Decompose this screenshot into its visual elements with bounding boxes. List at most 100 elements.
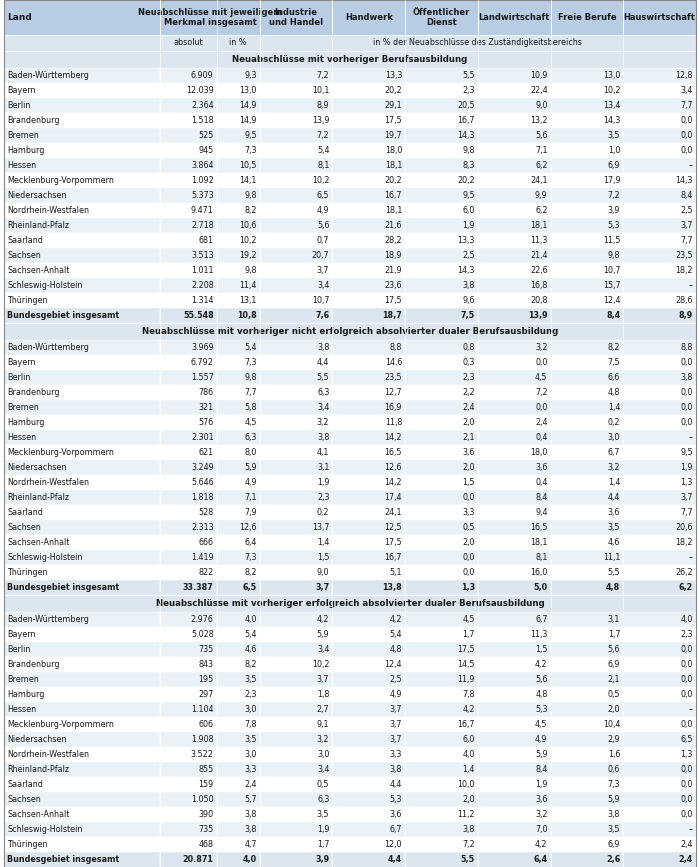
- Bar: [551, 293, 623, 308]
- Text: 9.471: 9.471: [191, 205, 214, 215]
- Bar: [160, 415, 217, 430]
- Text: 2,3: 2,3: [680, 630, 693, 639]
- Bar: [332, 642, 405, 657]
- Text: 3,5: 3,5: [608, 523, 620, 532]
- Text: 16,8: 16,8: [530, 281, 547, 290]
- Text: 6,5: 6,5: [243, 583, 257, 592]
- Bar: [4, 565, 160, 580]
- Text: 5,3: 5,3: [608, 221, 620, 230]
- Bar: [332, 308, 405, 323]
- Bar: [260, 702, 332, 717]
- Bar: [332, 98, 405, 113]
- Bar: [478, 762, 551, 777]
- Bar: [405, 113, 478, 128]
- Text: 2,0: 2,0: [462, 795, 475, 804]
- Bar: [4, 218, 160, 233]
- Text: Baden-Württemberg: Baden-Württemberg: [7, 71, 89, 80]
- Bar: [217, 460, 260, 475]
- Text: 20,6: 20,6: [676, 523, 693, 532]
- Bar: [332, 475, 405, 490]
- Text: 20,8: 20,8: [530, 296, 547, 305]
- Text: 4,1: 4,1: [317, 448, 330, 457]
- Bar: [4, 83, 160, 98]
- Bar: [4, 535, 160, 550]
- Bar: [332, 0, 405, 35]
- Bar: [332, 415, 405, 430]
- Bar: [478, 83, 551, 98]
- Bar: [332, 565, 405, 580]
- Bar: [217, 490, 260, 505]
- Bar: [551, 128, 623, 143]
- Bar: [623, 430, 696, 445]
- Bar: [332, 400, 405, 415]
- Bar: [160, 277, 217, 293]
- Text: 9,8: 9,8: [244, 191, 257, 200]
- Bar: [332, 672, 405, 688]
- Text: 8,4: 8,4: [536, 765, 547, 774]
- Bar: [260, 550, 332, 565]
- Bar: [260, 218, 332, 233]
- Text: 4,4: 4,4: [317, 358, 330, 367]
- Bar: [260, 143, 332, 158]
- Bar: [478, 627, 551, 642]
- Text: 9,3: 9,3: [244, 71, 257, 80]
- Bar: [260, 490, 332, 505]
- Bar: [405, 520, 478, 535]
- Bar: [405, 762, 478, 777]
- Bar: [332, 657, 405, 672]
- Text: 0,5: 0,5: [462, 523, 475, 532]
- Bar: [551, 762, 623, 777]
- Text: 4,2: 4,2: [462, 705, 475, 714]
- Bar: [260, 627, 332, 642]
- Text: 15,7: 15,7: [603, 281, 620, 290]
- Bar: [551, 277, 623, 293]
- Bar: [160, 535, 217, 550]
- Bar: [260, 355, 332, 370]
- Text: 1,5: 1,5: [317, 553, 330, 562]
- Text: 1.011: 1.011: [191, 266, 214, 275]
- Text: 4,5: 4,5: [244, 418, 257, 427]
- Text: 0,0: 0,0: [680, 146, 693, 155]
- Text: 2.364: 2.364: [191, 101, 214, 110]
- Bar: [623, 642, 696, 657]
- Text: 4,0: 4,0: [243, 855, 257, 864]
- Text: 2,5: 2,5: [680, 205, 693, 215]
- Text: Thüringen: Thüringen: [7, 568, 48, 577]
- Bar: [260, 83, 332, 98]
- Bar: [332, 612, 405, 627]
- Bar: [260, 505, 332, 520]
- Bar: [332, 837, 405, 852]
- Bar: [160, 688, 217, 702]
- Text: 1.104: 1.104: [191, 705, 214, 714]
- Bar: [623, 355, 696, 370]
- Bar: [551, 612, 623, 627]
- Text: 20.871: 20.871: [183, 855, 214, 864]
- Text: 0,0: 0,0: [463, 553, 475, 562]
- Bar: [551, 340, 623, 355]
- Text: 3,5: 3,5: [608, 825, 620, 834]
- Text: 2,5: 2,5: [462, 251, 475, 260]
- Text: 10,9: 10,9: [530, 71, 547, 80]
- Text: 2.976: 2.976: [191, 616, 214, 624]
- Bar: [623, 277, 696, 293]
- Bar: [332, 702, 405, 717]
- Bar: [332, 340, 405, 355]
- Text: 12,6: 12,6: [239, 523, 257, 532]
- Text: 10,7: 10,7: [603, 266, 620, 275]
- Text: 1,9: 1,9: [680, 463, 693, 472]
- Bar: [260, 430, 332, 445]
- Text: 0,0: 0,0: [680, 765, 693, 774]
- Text: –: –: [689, 825, 693, 834]
- Text: 13,8: 13,8: [382, 583, 402, 592]
- Bar: [332, 822, 405, 837]
- Text: 5,9: 5,9: [244, 463, 257, 472]
- Text: 8,0: 8,0: [244, 448, 257, 457]
- Text: 2,3: 2,3: [462, 373, 475, 382]
- Text: 3,8: 3,8: [463, 825, 475, 834]
- Text: 5,4: 5,4: [317, 146, 330, 155]
- Bar: [217, 762, 260, 777]
- Text: Neuabschlüsse mit vorheriger erfolgreich absolvierter dualer Berufsausbildung: Neuabschlüsse mit vorheriger erfolgreich…: [155, 599, 545, 608]
- Bar: [478, 580, 551, 595]
- Bar: [4, 203, 160, 218]
- Bar: [478, 777, 551, 792]
